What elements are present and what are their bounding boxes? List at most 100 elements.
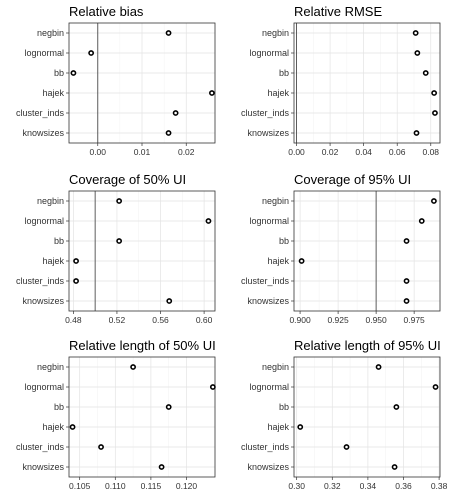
- panel-6: Relative length of 95% UI negbin lognormal…: [241, 338, 448, 491]
- category-label: cluster_inds: [16, 108, 65, 118]
- panel-3: Coverage of 50% UI negbin lognormal bb hajek…: [16, 172, 216, 325]
- category-label: lognormal: [249, 382, 289, 392]
- category-label: negbin: [262, 362, 289, 372]
- x-tick-label: 0.105: [69, 481, 91, 491]
- data-point-bb: [422, 70, 429, 76]
- data-point-hajek: [431, 90, 438, 96]
- category-label: cluster_inds: [241, 108, 290, 118]
- category-label: hajek: [267, 88, 289, 98]
- data-point-negbin: [130, 364, 136, 370]
- panel-title: Relative RMSE: [294, 4, 382, 19]
- category-label: hajek: [267, 422, 289, 432]
- panel-2: Relative RMSE negbin lognormal bb hajek clust…: [241, 4, 441, 157]
- panel-title: Relative length of 50% UI: [69, 338, 216, 353]
- category-label: hajek: [42, 88, 64, 98]
- category-label: hajek: [267, 256, 289, 266]
- data-point-knowsizes: [413, 130, 420, 136]
- x-tick-label: 0.30: [288, 481, 305, 491]
- panel-frame: [68, 356, 216, 478]
- x-tick-label: 0.38: [431, 481, 448, 491]
- x-tick-label: 0.04: [355, 147, 372, 157]
- data-point-bb: [116, 238, 123, 244]
- panel-title: Relative length of 95% UI: [294, 338, 441, 353]
- category-label: negbin: [37, 362, 64, 372]
- x-tick-label: 0.08: [422, 147, 439, 157]
- panel-frame: [293, 190, 441, 312]
- panel-title: Relative bias: [69, 4, 144, 19]
- panel-4: Coverage of 95% UI negbin lognormal bb hajek…: [241, 172, 441, 325]
- category-label: negbin: [262, 196, 289, 206]
- data-point-hajek: [209, 90, 215, 96]
- data-point-hajek: [297, 424, 304, 430]
- x-tick-label: 0.02: [322, 147, 339, 157]
- category-label: cluster_inds: [16, 442, 65, 452]
- x-tick-label: 0.60: [196, 315, 213, 325]
- data-point-bb: [393, 404, 400, 410]
- data-point-knowsizes: [158, 464, 165, 470]
- x-tick-label: 0.120: [176, 481, 198, 491]
- data-point-cluster_inds: [98, 444, 104, 450]
- category-label: bb: [54, 402, 64, 412]
- panel-frame: [293, 22, 441, 144]
- category-label: cluster_inds: [241, 276, 290, 286]
- category-label: negbin: [37, 28, 64, 38]
- x-tick-label: 0.950: [365, 315, 387, 325]
- data-point-knowsizes: [166, 298, 173, 304]
- category-label: lognormal: [24, 382, 64, 392]
- category-label: cluster_inds: [16, 276, 65, 286]
- data-point-cluster_inds: [172, 110, 179, 116]
- category-label: lognormal: [249, 216, 289, 226]
- panel-5: Relative length of 50% UI negbin lognormal…: [16, 338, 216, 491]
- data-point-bb: [165, 404, 172, 410]
- category-label: bb: [279, 68, 289, 78]
- data-point-negbin: [431, 198, 437, 204]
- category-label: knowsizes: [22, 296, 64, 306]
- data-point-cluster_inds: [432, 110, 438, 116]
- data-point-hajek: [73, 258, 79, 264]
- data-point-negbin: [165, 30, 172, 36]
- panel-1: Relative bias negbin lognormal bb hajek clust…: [16, 4, 216, 157]
- panel-frame: [293, 356, 441, 478]
- x-tick-label: 0.00: [288, 147, 305, 157]
- data-point-lognormal: [418, 218, 425, 224]
- category-label: lognormal: [24, 48, 64, 58]
- category-label: negbin: [37, 196, 64, 206]
- category-label: bb: [54, 236, 64, 246]
- category-label: lognormal: [249, 48, 289, 58]
- panel-frame: [68, 190, 216, 312]
- x-tick-label: 0.36: [395, 481, 412, 491]
- category-label: knowsizes: [247, 128, 289, 138]
- x-tick-label: 0.115: [141, 481, 162, 491]
- data-point-lognormal: [88, 50, 95, 56]
- category-label: bb: [279, 402, 289, 412]
- data-point-negbin: [375, 364, 382, 370]
- category-label: hajek: [42, 422, 64, 432]
- data-point-knowsizes: [165, 130, 172, 136]
- x-tick-label: 0.01: [134, 147, 151, 157]
- data-point-cluster_inds: [73, 278, 79, 284]
- x-tick-label: 0.975: [404, 315, 426, 325]
- data-point-lognormal: [209, 384, 216, 390]
- x-tick-label: 0.52: [109, 315, 126, 325]
- data-point-cluster_inds: [343, 444, 350, 450]
- category-label: cluster_inds: [241, 442, 290, 452]
- category-label: lognormal: [24, 216, 64, 226]
- x-tick-label: 0.06: [389, 147, 406, 157]
- category-label: negbin: [262, 28, 289, 38]
- data-point-cluster_inds: [403, 278, 410, 284]
- x-tick-label: 0.48: [65, 315, 82, 325]
- x-tick-label: 0.925: [327, 315, 349, 325]
- category-label: bb: [279, 236, 289, 246]
- x-tick-label: 0.900: [289, 315, 311, 325]
- category-label: bb: [54, 68, 64, 78]
- category-label: knowsizes: [22, 128, 64, 138]
- x-tick-label: 0.34: [360, 481, 377, 491]
- data-point-bb: [403, 238, 410, 244]
- data-point-lognormal: [414, 50, 421, 56]
- data-point-knowsizes: [403, 298, 410, 304]
- x-tick-label: 0.56: [152, 315, 169, 325]
- category-label: knowsizes: [22, 462, 64, 472]
- category-label: hajek: [42, 256, 64, 266]
- data-point-negbin: [412, 30, 419, 36]
